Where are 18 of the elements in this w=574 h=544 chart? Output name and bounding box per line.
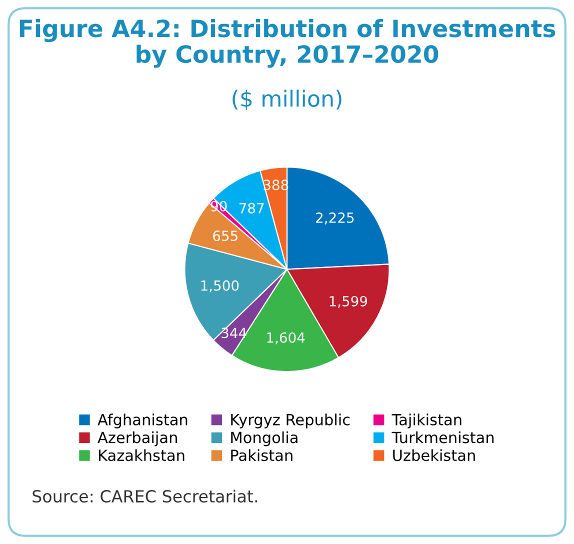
data-label: 1,599 bbox=[330, 296, 368, 308]
data-label: 655 bbox=[213, 230, 238, 242]
data-label: 1,604 bbox=[267, 332, 305, 344]
data-label: 1,500 bbox=[201, 280, 239, 292]
legend-label: Pakistan bbox=[231, 449, 292, 462]
legend-label: Turkmenistan bbox=[392, 431, 494, 444]
legend-label: Uzbekistan bbox=[393, 449, 475, 462]
legend-label: Mongolia bbox=[231, 431, 298, 446]
data-label: 2,225 bbox=[316, 212, 354, 224]
legend-label: Kyrgyz Republic bbox=[231, 414, 350, 428]
source-note: Source: CAREC Secretariat. bbox=[32, 490, 258, 503]
chart-subtitle: ($ million) bbox=[232, 90, 342, 110]
legend-label: Azerbaijan bbox=[98, 431, 177, 446]
legend-label: Kazakhstan bbox=[98, 449, 184, 462]
legend-label: Tajikistan bbox=[392, 414, 462, 428]
legend-label: Afghanistan bbox=[98, 414, 188, 428]
data-label: 787 bbox=[239, 202, 264, 214]
chart-title: Figure A4.2: Distribution of Investments by Country, 2017–2020 bbox=[20, 19, 556, 68]
